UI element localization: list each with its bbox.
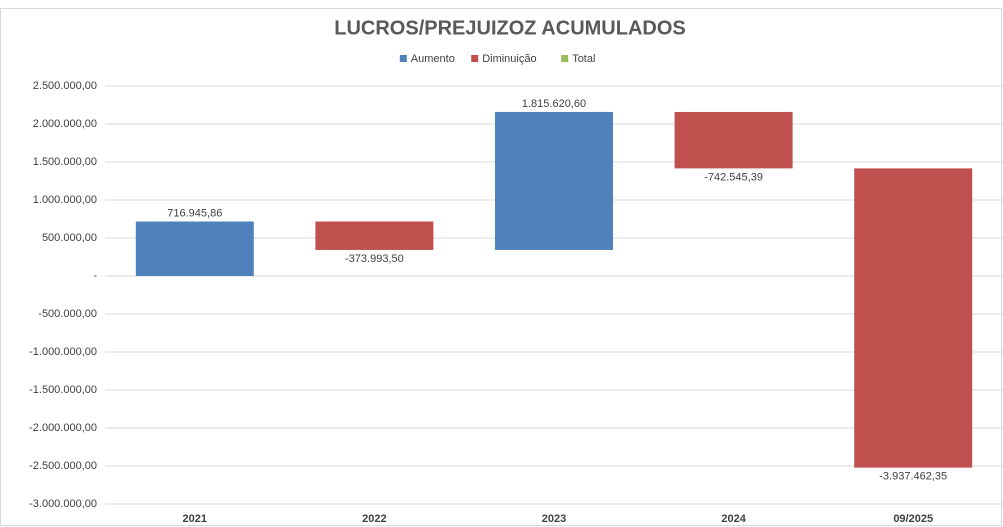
y-tick-label: -2.500.000,00 [29, 460, 97, 472]
data-label: 716.945,86 [167, 207, 222, 219]
legend-label: Aumento [411, 53, 455, 65]
data-label: 1.815.620,60 [522, 98, 586, 110]
legend-label: Diminuição [482, 53, 536, 65]
x-tick-label: 2022 [362, 513, 386, 525]
bar [315, 221, 434, 250]
y-tick-label: 2.500.000,00 [33, 80, 97, 92]
bar [854, 168, 973, 468]
data-label: -742.545,39 [704, 171, 763, 183]
y-tick-label: -1.000.000,00 [29, 346, 97, 358]
y-tick-label: 2.000.000,00 [33, 118, 97, 130]
y-tick-label: 1.500.000,00 [33, 156, 97, 168]
x-tick-label: 2024 [721, 513, 746, 525]
y-tick-label: -1.500.000,00 [29, 384, 97, 396]
bar [674, 111, 793, 169]
bar [495, 111, 613, 250]
y-tick-label: -3.000.000,00 [29, 498, 97, 510]
y-tick-label: -500.000,00 [38, 308, 97, 320]
data-label: -3.937.462,35 [879, 471, 947, 483]
y-tick-label: -2.000.000,00 [29, 422, 97, 434]
legend-swatch [471, 55, 479, 62]
y-tick-label: 1.000.000,00 [33, 194, 97, 206]
data-label: -373.993,50 [345, 253, 404, 265]
x-tick-label: 09/2025 [893, 513, 933, 525]
y-tick-label: - [93, 270, 97, 282]
x-tick-label: 2023 [542, 513, 566, 525]
y-tick-label: 500.000,00 [42, 232, 97, 244]
chart-title: LUCROS/PREJUIZOZ ACUMULADOS [334, 17, 685, 39]
bar [135, 221, 254, 276]
x-tick-label: 2021 [183, 513, 207, 525]
legend-swatch [561, 55, 569, 62]
legend-swatch [399, 55, 407, 62]
legend-label: Total [572, 53, 595, 65]
